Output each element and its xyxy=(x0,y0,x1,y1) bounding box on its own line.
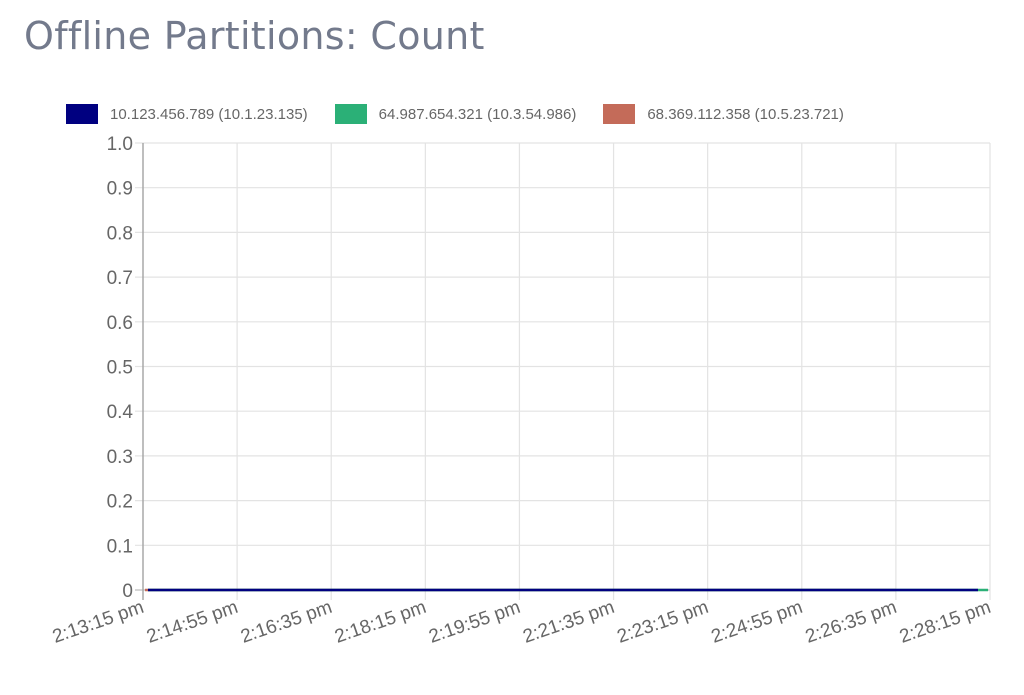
legend-item-series-1[interactable]: 10.123.456.789 (10.1.23.135) xyxy=(66,104,308,124)
x-tick-label: 2:24:55 pm xyxy=(709,597,806,648)
legend-swatch-series-3 xyxy=(603,104,636,124)
legend-item-series-2[interactable]: 64.987.654.321 (10.3.54.986) xyxy=(334,104,577,124)
x-axis-ticks: 2:13:15 pm2:14:55 pm2:16:35 pm2:18:15 pm… xyxy=(50,597,994,648)
y-tick-label: 0.4 xyxy=(107,402,134,423)
x-tick-label: 2:18:15 pm xyxy=(332,597,429,648)
y-tick-label: 0.1 xyxy=(107,536,133,557)
legend-label-series-1: 10.123.456.789 (10.1.23.135) xyxy=(110,105,308,123)
x-tick-label: 2:16:35 pm xyxy=(238,597,335,648)
legend-swatch-series-1 xyxy=(66,104,98,124)
y-tick-label: 0 xyxy=(122,581,133,602)
chart-legend: 10.123.456.789 (10.1.23.135) 64.987.654.… xyxy=(66,104,871,124)
x-tick-label: 2:28:15 pm xyxy=(897,597,994,648)
y-axis-ticks: 1.0 0.9 0.8 0.7 0.6 0.5 0.4 0.3 0.2 0.1 0 xyxy=(107,134,134,602)
y-tick-label: 0.3 xyxy=(107,447,133,468)
chart-title: Offline Partitions: Count xyxy=(24,14,485,58)
y-tick-label: 1.0 xyxy=(107,134,133,155)
y-tick-label: 0.7 xyxy=(107,268,133,289)
legend-label-series-3: 68.369.112.358 (10.5.23.721) xyxy=(647,105,844,123)
x-tick-label: 2:21:35 pm xyxy=(520,597,617,648)
y-tick-label: 0.6 xyxy=(107,313,133,334)
legend-item-series-3[interactable]: 68.369.112.358 (10.5.23.721) xyxy=(603,104,844,124)
x-tick-label: 2:26:35 pm xyxy=(803,597,900,648)
legend-swatch-series-2 xyxy=(334,104,367,124)
y-tick-label: 0.9 xyxy=(107,179,133,200)
y-tick-label: 0.5 xyxy=(107,358,133,379)
chart-grid xyxy=(135,142,991,600)
x-tick-label: 2:23:15 pm xyxy=(615,597,712,648)
x-tick-label: 2:14:55 pm xyxy=(144,597,241,648)
y-tick-label: 0.2 xyxy=(107,492,133,513)
x-tick-label: 2:19:55 pm xyxy=(426,597,523,648)
legend-label-series-2: 64.987.654.321 (10.3.54.986) xyxy=(378,105,577,123)
y-tick-label: 0.8 xyxy=(107,223,133,244)
x-tick-label: 2:13:15 pm xyxy=(50,597,147,648)
